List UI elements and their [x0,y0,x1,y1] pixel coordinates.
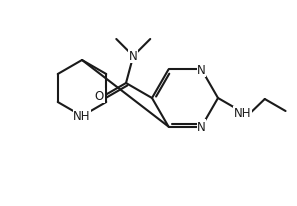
Text: O: O [95,90,104,103]
Text: N: N [129,50,138,63]
Text: N: N [197,64,206,77]
Text: NH: NH [73,110,91,123]
Text: N: N [197,121,206,133]
Text: NH: NH [233,107,251,120]
